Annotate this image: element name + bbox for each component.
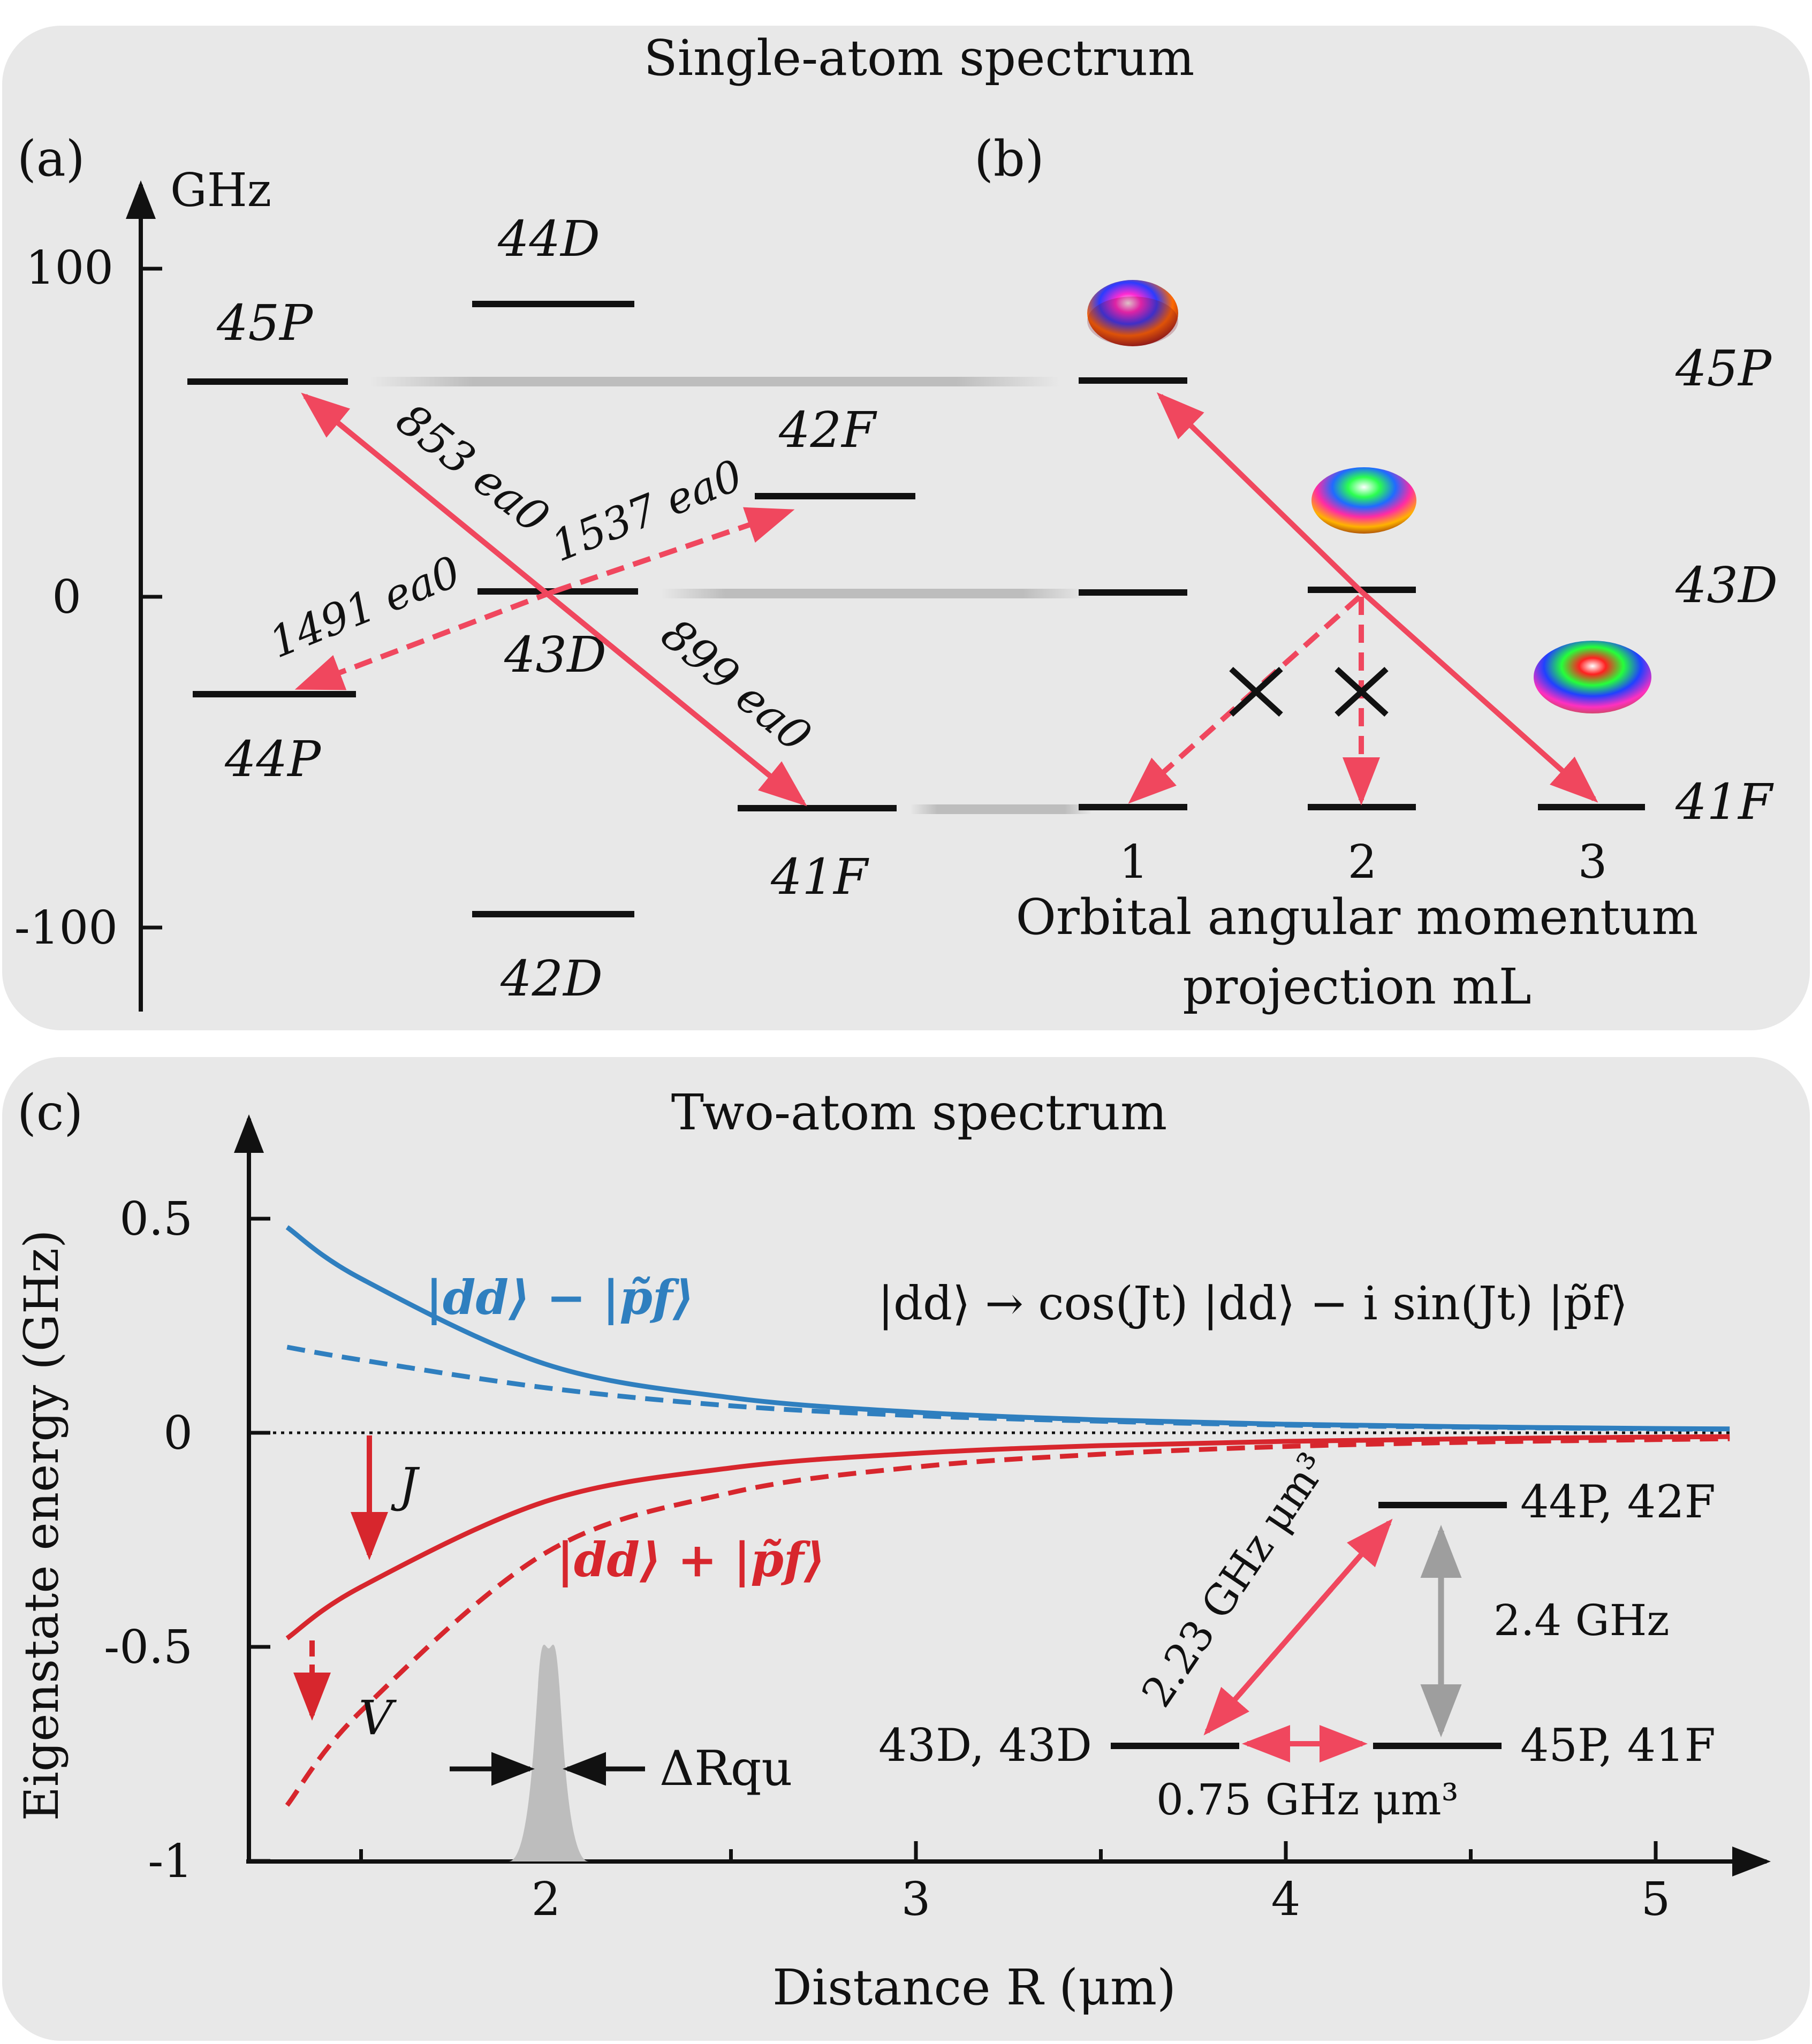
forbidden-cross-icon: [1335, 666, 1389, 717]
panel-label-a: (a): [17, 130, 85, 187]
two-atom-panel: [2, 1057, 1810, 2041]
orbital-41F-icon: [1534, 641, 1651, 713]
delta-r-label: ΔRqu: [659, 1741, 792, 1797]
y-tick-label: -1: [148, 1835, 193, 1888]
x-axis-title: Distance R (μm): [772, 1959, 1176, 2016]
distance-distribution: [509, 1644, 589, 1861]
orbital-45P-icon: [1087, 280, 1178, 346]
label-44P: 44P: [224, 731, 322, 788]
ml-value-2: 2: [1348, 835, 1377, 889]
coupling-899: 899 ea0: [651, 609, 821, 762]
x-tick-label: 5: [1641, 1873, 1671, 1926]
axis-unit-ghz: GHz: [170, 164, 271, 217]
forbidden-cross-icon: [1229, 666, 1283, 717]
guide-43D: [661, 589, 1087, 598]
curves: [285, 1225, 1730, 1807]
label-42D: 42D: [500, 950, 603, 1007]
ml-value-1: 1: [1119, 835, 1149, 889]
guide-41F: [910, 804, 1092, 814]
inset-coupling-223: 2.23 GHz μm³: [1133, 1445, 1338, 1716]
x-ticks: 2 3 4 5: [359, 1841, 1671, 1926]
b-label-43D: 43D: [1675, 557, 1778, 614]
inset-label-43D43D: 43D, 43D: [878, 1719, 1092, 1772]
label-42F: 42F: [778, 401, 877, 459]
label-44D: 44D: [497, 210, 600, 268]
bottom-title: Two-atom spectrum: [671, 1084, 1167, 1141]
evolution-formula: |dd⟩ → cos(Jt) |dd⟩ − i sin(Jt) |p̃f⟩: [878, 1277, 1628, 1331]
tick-label-100: 100: [26, 241, 113, 295]
state-minus-label: |dd⟩ − |p̃f⟩: [426, 1270, 694, 1325]
coupling-1491: 1491 ea0: [262, 546, 467, 668]
x-tick-label: 4: [1271, 1873, 1301, 1926]
y-tick-label: 0: [163, 1407, 193, 1460]
J-label: J: [391, 1457, 420, 1513]
b-arrow-to-41F-m3: [1359, 589, 1598, 803]
arrow-43D-42F: [553, 507, 795, 594]
inset-coupling-075: 0.75 GHz μm³: [1156, 1775, 1459, 1825]
single-atom-panel: [2, 26, 1810, 1030]
b-label-41F: 41F: [1675, 773, 1774, 831]
ml-axis-label-line2: projection mL: [1182, 958, 1531, 1015]
y-tick-label: -0.5: [104, 1621, 193, 1674]
curve-minus-dashed: [286, 1344, 1730, 1432]
curve-plus-dashed: [285, 1436, 1730, 1807]
curve-plus-solid: [285, 1434, 1730, 1640]
y-tick-label: 0.5: [119, 1192, 193, 1246]
inset-gap-label: 2.4 GHz: [1493, 1595, 1669, 1645]
orbital-43D-icon: [1311, 467, 1416, 534]
label-45P: 45P: [216, 294, 314, 352]
y-ticks: 0.5 0 -0.5 -1: [104, 1192, 270, 1888]
inset-arrow-223-down: [1203, 1521, 1391, 1736]
coupling-853: 853 ea0: [387, 394, 558, 543]
arrow-to-41F: [303, 394, 807, 807]
label-43D: 43D: [504, 626, 606, 683]
guide-45P: [369, 377, 1060, 386]
panel-label-b: (b): [974, 130, 1044, 187]
tick-label-0: 0: [52, 571, 81, 624]
top-title: Single-atom spectrum: [644, 29, 1195, 87]
x-tick-label: 3: [901, 1873, 931, 1926]
b-arrow-to-45P: [1156, 392, 1363, 594]
state-plus-label: |dd⟩ + |p̃f⟩: [557, 1532, 825, 1587]
tick-label-minus-100: -100: [14, 901, 118, 955]
b-label-45P: 45P: [1675, 340, 1772, 397]
ml-axis-label-line1: Orbital angular momentum: [1016, 888, 1699, 946]
V-label: V: [359, 1690, 397, 1745]
label-41F: 41F: [770, 848, 869, 906]
coupling-1537: 1537 ea0: [544, 450, 749, 572]
inset-label-44P42F: 44P, 42F: [1520, 1476, 1716, 1528]
inset-label-45P41F: 45P, 41F: [1520, 1719, 1716, 1772]
arrow-43D-44P: [294, 589, 555, 690]
y-axis-title: Eigenstate energy (GHz): [14, 1230, 69, 1821]
x-tick-label: 2: [532, 1873, 561, 1926]
ml-value-3: 3: [1578, 835, 1608, 889]
panel-label-c: (c): [17, 1084, 83, 1141]
